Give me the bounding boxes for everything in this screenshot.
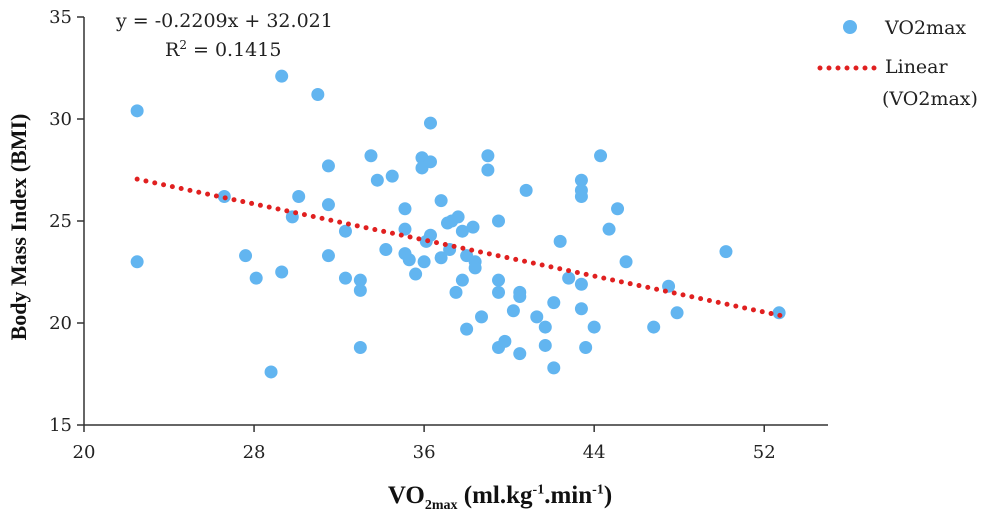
data-points — [130, 69, 786, 379]
data-point — [547, 296, 561, 310]
data-point — [402, 253, 416, 267]
x-tick-label: 36 — [413, 442, 436, 463]
data-point — [449, 285, 463, 299]
y-axis-label: Body Mass Index (BMI) — [6, 114, 31, 341]
data-point — [602, 222, 616, 236]
data-point — [451, 210, 465, 224]
data-point — [498, 334, 512, 348]
data-point — [594, 149, 608, 163]
data-point — [417, 255, 431, 269]
data-point — [423, 116, 437, 130]
data-point — [130, 255, 144, 269]
data-point — [455, 224, 469, 238]
data-point — [364, 149, 378, 163]
data-point — [398, 222, 412, 236]
data-point — [130, 104, 144, 118]
legend-trend-label-line1: Linear — [885, 56, 949, 78]
data-point — [530, 310, 544, 324]
x-tick-label: 28 — [243, 442, 266, 463]
data-point — [466, 220, 480, 234]
data-point — [772, 306, 786, 320]
data-point — [338, 224, 352, 238]
data-point — [292, 190, 306, 204]
data-point — [553, 234, 567, 248]
regression-equation: y = -0.2209x + 32.021 — [115, 10, 333, 32]
data-point — [519, 183, 533, 197]
data-point — [492, 214, 506, 228]
data-point — [492, 273, 506, 287]
data-point — [423, 155, 437, 169]
data-point — [239, 249, 253, 263]
legend-series-label: VO2max — [884, 17, 966, 39]
data-point — [434, 194, 448, 208]
y-tick-label: 30 — [49, 109, 72, 130]
x-tick-label: 20 — [73, 442, 96, 463]
data-point — [353, 340, 367, 354]
data-point — [719, 245, 733, 259]
data-point — [385, 169, 399, 183]
data-point — [547, 361, 561, 375]
data-point — [619, 255, 633, 269]
data-point — [468, 261, 482, 275]
data-point — [264, 365, 278, 379]
r-squared-label: R2 = 0.1415 — [165, 38, 281, 61]
data-point — [579, 340, 593, 354]
data-point — [460, 322, 474, 336]
data-point — [353, 273, 367, 287]
data-point — [370, 173, 384, 187]
data-point — [538, 320, 552, 334]
data-point — [455, 273, 469, 287]
data-point — [611, 202, 625, 216]
data-point — [492, 285, 506, 299]
data-point — [538, 338, 552, 352]
x-tick-label: 44 — [583, 442, 606, 463]
legend: VO2max Linear (VO2max) — [817, 17, 978, 110]
data-point — [434, 251, 448, 265]
x-axis-label: VO2max (ml.kg-1.min-1) — [387, 482, 613, 513]
data-point — [398, 202, 412, 216]
data-point — [574, 173, 588, 187]
legend-trend-label-line2: (VO2max) — [882, 88, 978, 110]
data-point — [647, 320, 661, 334]
data-point — [338, 271, 352, 285]
data-point — [409, 267, 423, 281]
data-point — [311, 88, 325, 102]
data-point — [481, 163, 495, 177]
linear-trendline — [134, 176, 784, 319]
data-point — [513, 289, 527, 303]
data-point — [506, 304, 520, 318]
legend-marker-vo2max — [843, 20, 857, 34]
data-point — [321, 249, 335, 263]
y-tick-label: 35 — [49, 7, 72, 28]
data-point — [574, 302, 588, 316]
data-point — [587, 320, 601, 334]
data-point — [475, 310, 489, 324]
y-tick-label: 15 — [49, 415, 72, 436]
y-tick-label: 25 — [49, 211, 72, 232]
data-point — [574, 277, 588, 291]
data-point — [379, 243, 393, 257]
data-point — [249, 271, 263, 285]
data-point — [275, 265, 289, 279]
data-point — [275, 69, 289, 83]
data-point — [562, 271, 576, 285]
data-point — [321, 159, 335, 173]
data-point — [670, 306, 684, 320]
data-point — [513, 347, 527, 361]
x-tick-label: 52 — [753, 442, 776, 463]
y-tick-label: 20 — [49, 313, 72, 334]
data-point — [481, 149, 495, 163]
data-point — [353, 283, 367, 297]
data-point — [321, 198, 335, 212]
data-point — [574, 190, 588, 204]
